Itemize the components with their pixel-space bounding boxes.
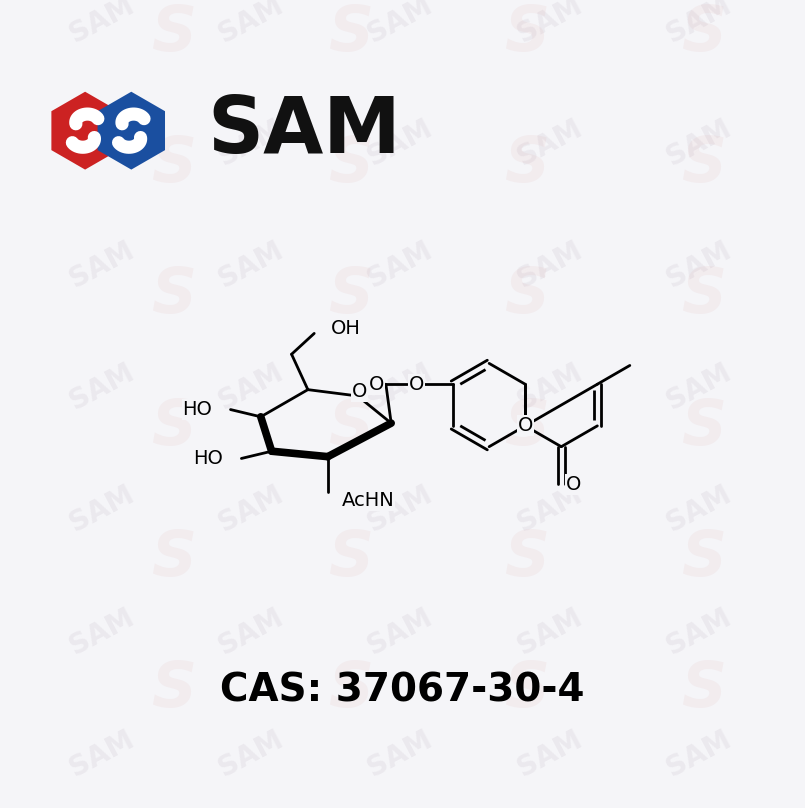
Text: SAM: SAM — [662, 603, 736, 660]
Text: S: S — [505, 267, 550, 326]
Text: OH: OH — [331, 319, 361, 339]
Text: SAM: SAM — [513, 603, 587, 660]
Text: SAM: SAM — [662, 236, 736, 293]
Text: SAM: SAM — [363, 358, 437, 415]
Text: S: S — [151, 4, 196, 64]
Text: S: S — [681, 529, 726, 589]
Polygon shape — [97, 92, 165, 170]
Text: S: S — [328, 529, 373, 589]
Text: S: S — [328, 660, 373, 720]
Text: SAM: SAM — [363, 236, 437, 293]
Text: SAM: SAM — [64, 236, 138, 293]
Text: SAM: SAM — [64, 603, 138, 660]
Text: S: S — [681, 398, 726, 457]
Text: S: S — [681, 135, 726, 195]
Text: S: S — [505, 135, 550, 195]
Text: S: S — [328, 135, 373, 195]
Text: SAM: SAM — [513, 114, 587, 171]
Text: SAM: SAM — [214, 603, 288, 660]
Text: S: S — [151, 398, 196, 457]
Text: S: S — [505, 529, 550, 589]
Text: SAM: SAM — [214, 236, 288, 293]
Text: SAM: SAM — [363, 481, 437, 538]
Text: HO: HO — [183, 400, 213, 419]
Text: SAM: SAM — [662, 114, 736, 171]
Text: O: O — [566, 474, 582, 494]
Text: S: S — [328, 398, 373, 457]
Text: O: O — [369, 375, 385, 393]
Text: SAM: SAM — [363, 0, 437, 48]
Text: HO: HO — [193, 449, 223, 468]
Text: SAM: SAM — [513, 0, 587, 48]
Text: SAM: SAM — [214, 481, 288, 538]
Text: AcHN: AcHN — [341, 491, 394, 510]
Text: SAM: SAM — [513, 725, 587, 782]
Text: SAM: SAM — [214, 725, 288, 782]
Text: S: S — [505, 660, 550, 720]
Text: O: O — [409, 375, 424, 393]
Text: SAM: SAM — [214, 0, 288, 48]
Text: SAM: SAM — [363, 114, 437, 171]
Text: SAM: SAM — [64, 481, 138, 538]
Text: SAM: SAM — [214, 358, 288, 415]
Text: S: S — [681, 267, 726, 326]
Text: S: S — [328, 4, 373, 64]
Text: SAM: SAM — [64, 114, 138, 171]
Text: S: S — [151, 135, 196, 195]
Text: SAM: SAM — [363, 725, 437, 782]
Text: SAM: SAM — [513, 236, 587, 293]
Text: SAM: SAM — [64, 358, 138, 415]
Text: SAM: SAM — [64, 0, 138, 48]
Text: S: S — [681, 4, 726, 64]
Text: SAM: SAM — [513, 358, 587, 415]
Text: SAM: SAM — [513, 481, 587, 538]
Text: SAM: SAM — [64, 725, 138, 782]
Text: O: O — [518, 416, 533, 436]
Text: S: S — [151, 660, 196, 720]
Text: S: S — [505, 4, 550, 64]
Text: SAM: SAM — [662, 481, 736, 538]
Text: SAM: SAM — [662, 0, 736, 48]
Text: SAM: SAM — [662, 725, 736, 782]
Text: S: S — [151, 529, 196, 589]
Text: S: S — [328, 267, 373, 326]
Text: SAM: SAM — [662, 358, 736, 415]
Text: CAS: 37067-30-4: CAS: 37067-30-4 — [220, 671, 584, 709]
Text: SAM: SAM — [208, 93, 401, 169]
Text: S: S — [681, 660, 726, 720]
Text: SAM: SAM — [363, 603, 437, 660]
Text: SAM: SAM — [214, 114, 288, 171]
Polygon shape — [52, 92, 119, 170]
Text: S: S — [505, 398, 550, 457]
Text: O: O — [352, 382, 367, 401]
Text: S: S — [151, 267, 196, 326]
